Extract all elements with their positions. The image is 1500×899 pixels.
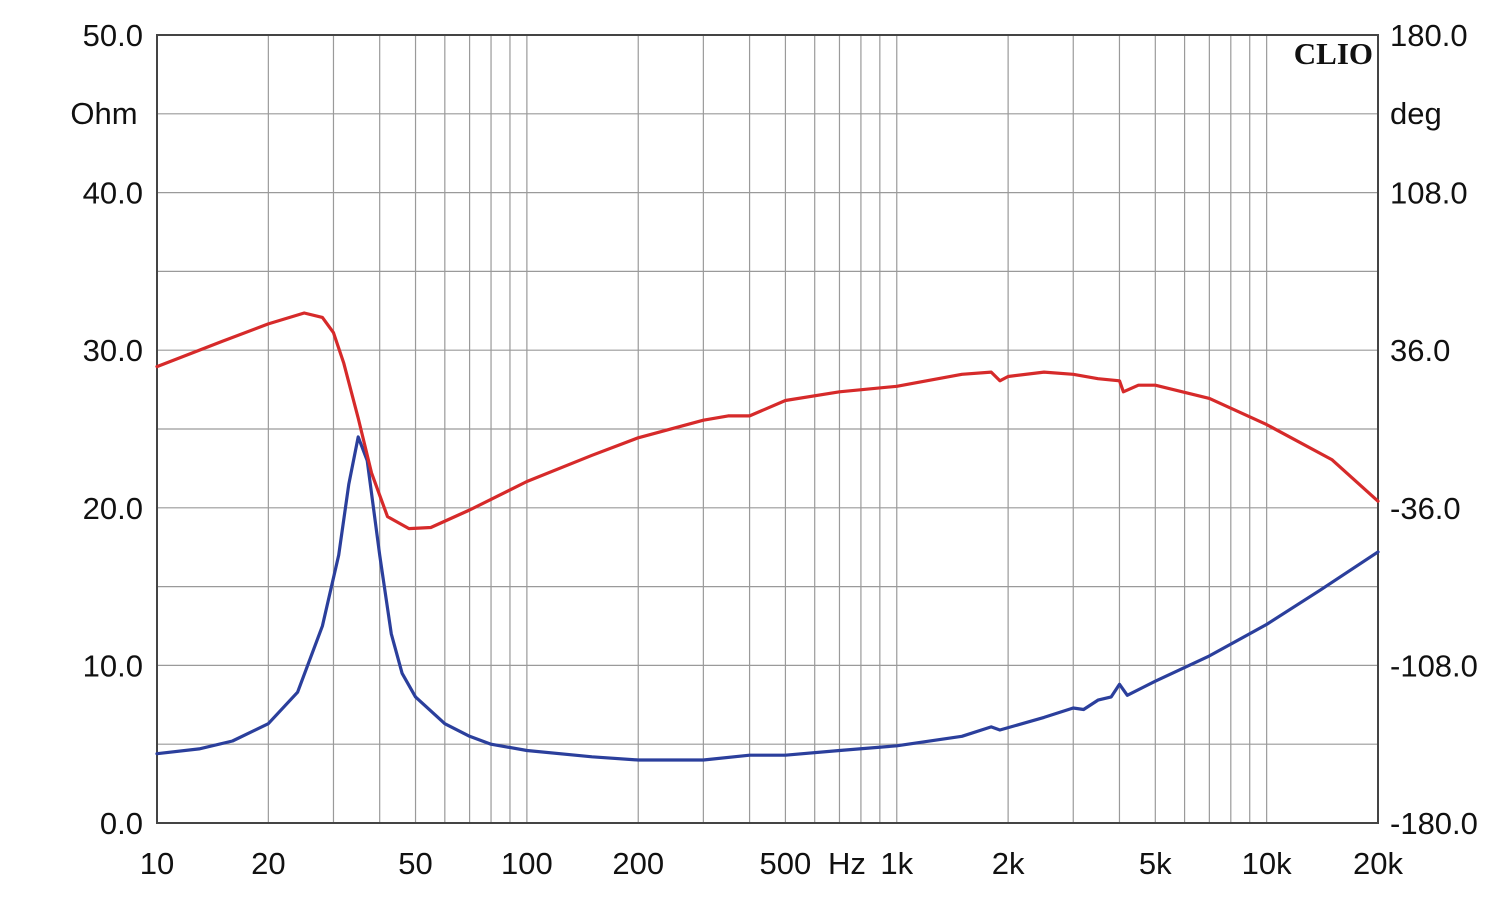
left-tick-label: 20.0 — [83, 491, 143, 526]
x-tick-label: 5k — [1139, 846, 1172, 881]
right-tick-label: 108.0 — [1390, 176, 1468, 211]
right-tick-label: -180.0 — [1390, 806, 1478, 841]
x-tick-label: 10 — [140, 846, 174, 881]
x-tick-label: 500 — [760, 846, 812, 881]
x-unit-label: Hz — [828, 846, 866, 881]
right-tick-label: 36.0 — [1390, 333, 1450, 368]
grid — [157, 35, 1378, 823]
plot-frame — [156, 34, 1379, 824]
impedance-line — [155, 435, 1380, 762]
right-tick-label: 180.0 — [1390, 18, 1468, 53]
x-tick-label: 20 — [251, 846, 285, 881]
phase-line — [155, 311, 1380, 531]
clio-brand-label: CLIO — [1294, 36, 1373, 71]
left-tick-label: 0.0 — [100, 806, 143, 841]
x-tick-label: 2k — [992, 846, 1025, 881]
x-tick-label: 50 — [398, 846, 432, 881]
x-tick-label: 10k — [1242, 846, 1292, 881]
axis-labels: Ohm deg CLIO 0.0 10.0 20.0 30.0 40.0 50.0 -180… — [70, 18, 1478, 881]
left-tick-label: 10.0 — [83, 648, 143, 683]
right-tick-label: -36.0 — [1390, 491, 1461, 526]
right-tick-label: -108.0 — [1390, 648, 1478, 683]
left-tick-label: 30.0 — [83, 333, 143, 368]
x-tick-label: 1k — [880, 846, 913, 881]
left-tick-label: 50.0 — [83, 18, 143, 53]
left-axis-unit: Ohm — [70, 96, 137, 131]
x-tick-label: 20k — [1353, 846, 1403, 881]
series-layer — [155, 311, 1380, 762]
x-tick-label: 200 — [612, 846, 664, 881]
right-axis-unit: deg — [1390, 96, 1442, 131]
x-tick-label: 100 — [501, 846, 553, 881]
left-tick-label: 40.0 — [83, 176, 143, 211]
